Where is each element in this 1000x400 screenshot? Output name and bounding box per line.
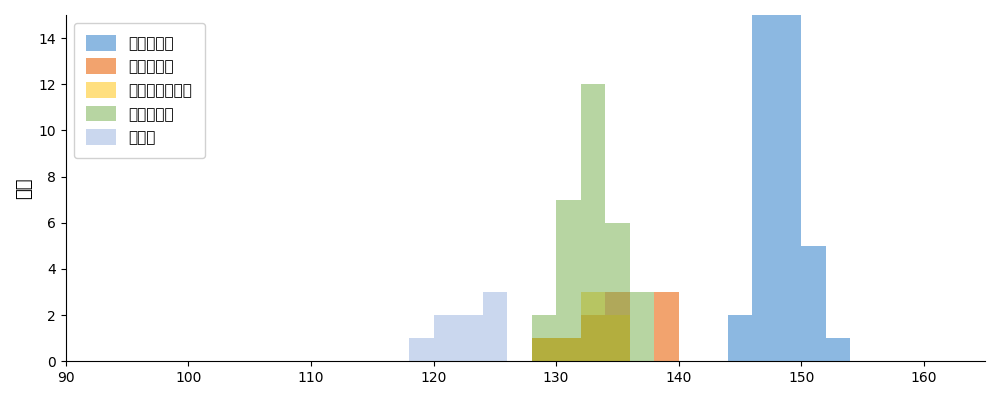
Bar [728, 315, 752, 361]
Bar [434, 315, 458, 361]
Bar [581, 315, 605, 361]
Bar [752, 0, 777, 361]
Bar [532, 338, 556, 361]
Bar [556, 200, 581, 361]
Bar [605, 223, 630, 361]
Bar [605, 315, 630, 361]
Bar [556, 338, 581, 361]
Bar [777, 0, 801, 361]
Bar [409, 338, 434, 361]
Bar [532, 315, 556, 361]
Bar [532, 338, 556, 361]
Bar [581, 84, 605, 361]
Bar [581, 292, 605, 361]
Bar [556, 338, 581, 361]
Bar [630, 292, 654, 361]
Legend: ストレート, スプリット, チェンジアップ, スライダー, カーブ: ストレート, スプリット, チェンジアップ, スライダー, カーブ [74, 23, 205, 158]
Bar [458, 315, 483, 361]
Bar [654, 292, 679, 361]
Bar [801, 246, 826, 361]
Y-axis label: 球数: 球数 [15, 177, 33, 199]
Bar [605, 292, 630, 361]
Bar [483, 292, 507, 361]
Bar [826, 338, 850, 361]
